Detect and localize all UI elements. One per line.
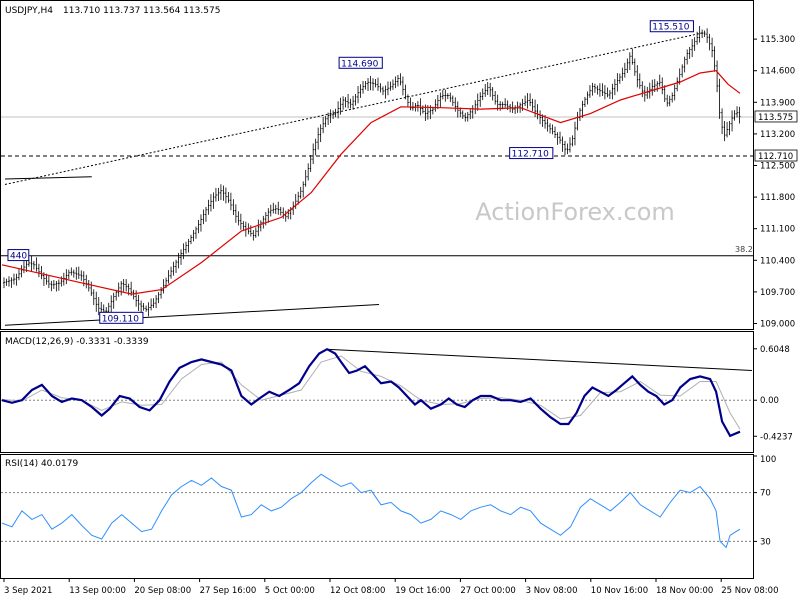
- price-annotation-box: [99, 311, 144, 324]
- price-axis-label: 112.500: [760, 162, 795, 172]
- price-axis-label: 109.700: [760, 288, 795, 298]
- price-trend-line: [4, 31, 706, 185]
- time-axis-label: 20 Sep 08:00: [134, 586, 191, 596]
- price-annotation-label: 112.710: [512, 150, 549, 160]
- price-trend-line: [4, 176, 92, 180]
- ohlc-readout: 113.710 113.737 113.564 113.575: [63, 6, 220, 16]
- price-axis-label: 113.900: [760, 98, 795, 108]
- moving-average-line: [1, 70, 741, 295]
- time-axis-label: 5 Oct 00:00: [265, 586, 315, 596]
- last-price-tag: [754, 110, 798, 123]
- level-price-tag: [754, 149, 798, 162]
- price-axis-label: 111.800: [760, 193, 795, 203]
- price-axis-label: 113.200: [760, 130, 795, 140]
- macd-title: MACD(12,26,9) -0.3331 -0.3339: [5, 337, 149, 347]
- macd-axis-label: 0.6048: [760, 345, 790, 355]
- rsi-pane[interactable]: [0, 454, 754, 579]
- price-annotation-box: [509, 147, 554, 160]
- price-annotation-label: 109.110: [102, 314, 139, 324]
- watermark: ActionForex.com: [475, 198, 675, 226]
- price-trend-line: [4, 304, 380, 326]
- time-axis-label: 10 Nov 16:00: [591, 586, 648, 596]
- rsi-title: RSI(14) 40.0179: [5, 459, 78, 469]
- level-price-label: 112.710: [758, 152, 793, 162]
- rsi-axis-label: 100: [760, 455, 776, 465]
- price-pane[interactable]: [0, 0, 754, 330]
- price-annotation-box: [338, 56, 383, 69]
- macd-trend-line: [326, 348, 753, 371]
- price-axis-label: 110.400: [760, 256, 795, 266]
- macd-line: [1, 347, 741, 438]
- rsi-line: [1, 473, 741, 549]
- rsi-axis-label: 30: [760, 537, 771, 547]
- price-axis-label: 114.600: [760, 67, 795, 77]
- time-axis-label: 18 Nov 00:00: [656, 586, 713, 596]
- time-axis-label: 27 Sep 16:00: [200, 586, 257, 596]
- last-price-label: 113.575: [758, 113, 793, 123]
- time-axis-label: 13 Sep 00:00: [69, 586, 126, 596]
- price-annotation-box: [649, 20, 694, 33]
- time-axis-label: 12 Oct 08:00: [330, 586, 385, 596]
- rsi-axis-label: 70: [760, 489, 771, 499]
- time-axis-label: 3 Sep 2021: [4, 586, 52, 596]
- time-axis-label: 3 Nov 08:00: [526, 586, 578, 596]
- macd-signal-line: [1, 355, 741, 430]
- fibonacci-label: 38.2: [735, 245, 753, 254]
- time-axis-label: 27 Oct 00:00: [460, 586, 515, 596]
- macd-pane[interactable]: [0, 331, 754, 453]
- price-annotation-label: 115.510: [652, 23, 689, 33]
- price-axis-label: 115.300: [760, 35, 795, 45]
- price-annotation-label: 440: [10, 252, 27, 262]
- symbol-label: USDJPY,H4: [5, 6, 53, 16]
- price-annotation-box: [7, 249, 30, 262]
- price-axis-label: 109.000: [760, 319, 795, 329]
- time-axis-label: 25 Nov 08:00: [721, 586, 778, 596]
- macd-axis-label: 0.00: [760, 396, 779, 406]
- price-annotation-label: 114.690: [341, 59, 378, 69]
- price-axis-label: 111.100: [760, 225, 795, 235]
- time-axis-label: 19 Oct 16:00: [395, 586, 450, 596]
- macd-axis-label: -0.4237: [760, 432, 793, 442]
